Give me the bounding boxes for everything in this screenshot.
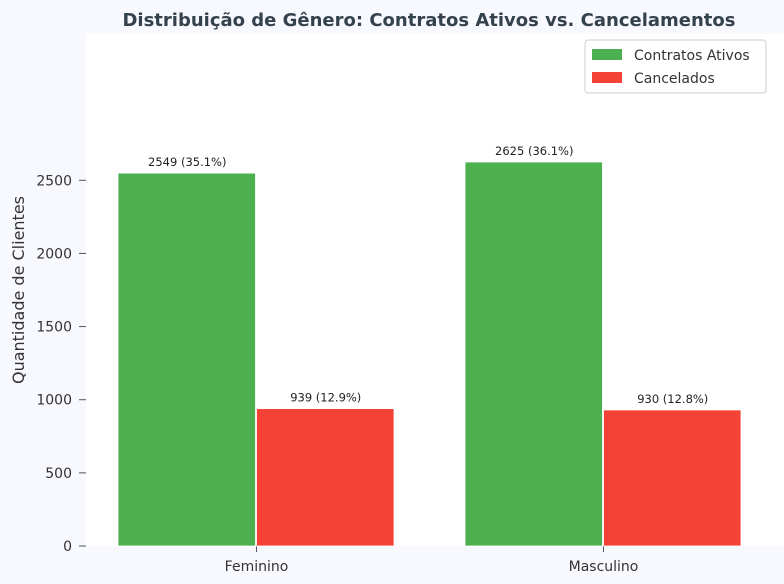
y-axis-label: Quantidade de Clientes xyxy=(9,196,28,384)
data-label: 2625 (36.1%) xyxy=(495,144,573,158)
bar-cancelled-1 xyxy=(603,409,742,547)
data-label: 939 (12.9%) xyxy=(290,391,361,405)
bar-active-1 xyxy=(464,161,603,547)
legend-label: Contratos Ativos xyxy=(634,48,750,64)
data-label: 930 (12.8%) xyxy=(637,392,708,406)
bar-active-0 xyxy=(117,172,256,547)
legend-swatch xyxy=(592,49,622,60)
bars: 2549 (35.1%) 939 (12.9%) 2625 (36.1%) 930 (… xyxy=(117,144,742,547)
chart-title: Distribuição de Gênero: Contratos Ativos… xyxy=(122,10,735,31)
x-tick-label: Masculino xyxy=(569,559,639,575)
data-label: 2549 (35.1%) xyxy=(148,155,226,169)
legend-swatch xyxy=(592,72,622,83)
y-tick-label: 2500 xyxy=(36,173,72,189)
y-tick-label: 1000 xyxy=(36,393,72,409)
legend-label: Cancelados xyxy=(634,71,715,87)
y-tick-label: 1500 xyxy=(36,320,72,336)
legend: Contratos Ativos Cancelados xyxy=(584,39,767,94)
y-tick-label: 2000 xyxy=(36,246,72,262)
legend-box xyxy=(584,39,767,94)
y-axis: 0 500 1000 1500 2000 2500 xyxy=(36,173,86,555)
y-tick-label: 500 xyxy=(45,466,72,482)
bar-cancelled-0 xyxy=(256,408,395,547)
x-axis: Feminino Masculino xyxy=(225,546,639,575)
x-tick-label: Feminino xyxy=(225,559,289,575)
y-tick-label: 0 xyxy=(63,539,72,555)
